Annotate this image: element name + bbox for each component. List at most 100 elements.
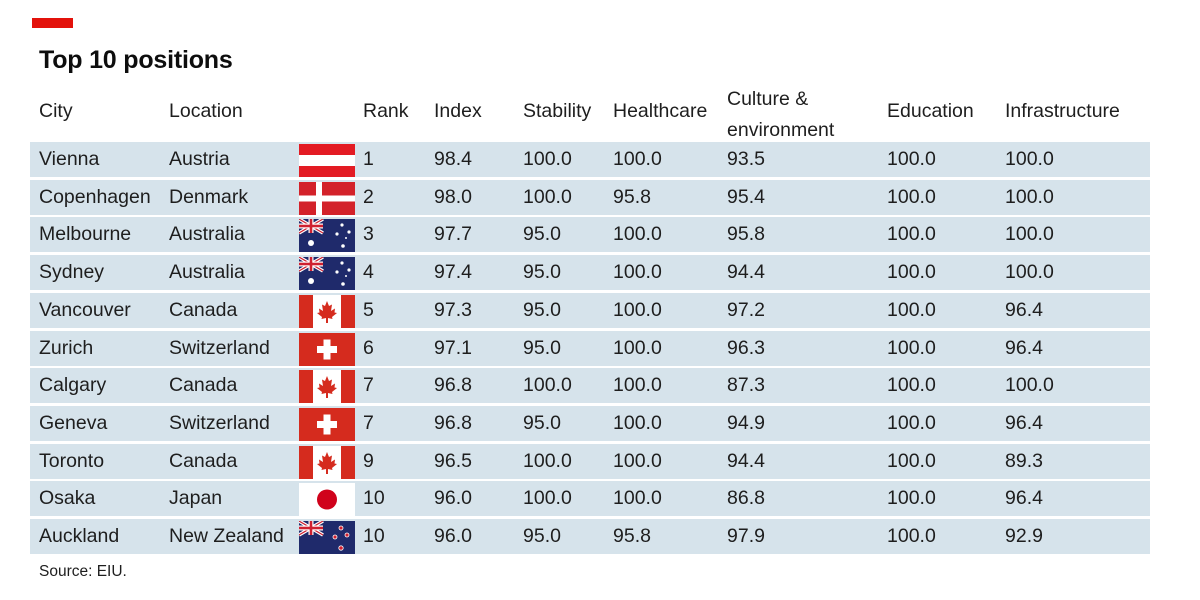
- column-header-culture: Culture & environment: [727, 84, 834, 146]
- cell-education: 100.0: [887, 411, 936, 434]
- cell-culture: 94.9: [727, 411, 765, 434]
- cell-stability: 95.0: [523, 223, 561, 246]
- cell-education: 100.0: [887, 525, 936, 547]
- cell-culture: 95.8: [727, 223, 765, 246]
- cell-culture: 97.9: [727, 525, 765, 547]
- cell-infrastructure: 96.4: [1005, 298, 1043, 321]
- cell-infrastructure: 96.4: [1005, 336, 1043, 359]
- cell-education: 100.0: [887, 261, 936, 284]
- cell-city: Melbourne: [39, 223, 132, 246]
- cell-culture: 93.5: [727, 148, 765, 170]
- column-header-city: City: [39, 100, 73, 122]
- cell-city: Osaka: [39, 487, 96, 510]
- cell-index: 97.1: [434, 336, 472, 359]
- cell-location: Switzerland: [169, 411, 270, 434]
- cell-infrastructure: 100.0: [1005, 223, 1054, 246]
- table-title: Top 10 positions: [39, 46, 233, 74]
- cell-index: 98.4: [434, 148, 472, 170]
- cell-healthcare: 95.8: [613, 525, 651, 547]
- cell-infrastructure: 89.3: [1005, 449, 1043, 472]
- canada-flag-icon: [299, 445, 355, 479]
- source-note: Source: EIU.: [39, 563, 127, 580]
- table-row: Vienna Austria 1 98.4 100.0 100.0 93.5 100.0 100…: [30, 142, 1150, 177]
- cell-infrastructure: 92.9: [1005, 525, 1043, 547]
- cell-index: 97.3: [434, 298, 472, 321]
- cell-index: 98.0: [434, 185, 472, 208]
- cell-stability: 95.0: [523, 525, 561, 547]
- table-row: Osaka Japan 10 96.0 100.0 100.0 86.8 100.0 96.4: [30, 481, 1150, 517]
- cell-city: Copenhagen: [39, 185, 151, 208]
- new-zealand-flag-icon: [299, 521, 355, 554]
- switzerland-flag-icon: [299, 332, 355, 366]
- cell-healthcare: 100.0: [613, 298, 662, 321]
- cell-culture: 97.2: [727, 298, 765, 321]
- cell-city: Vancouver: [39, 298, 131, 321]
- cell-education: 100.0: [887, 223, 936, 246]
- cell-rank: 7: [363, 374, 374, 397]
- cell-stability: 100.0: [523, 148, 572, 170]
- column-header-index: Index: [434, 100, 482, 122]
- cell-education: 100.0: [887, 298, 936, 321]
- cell-location: Denmark: [169, 185, 249, 208]
- cell-rank: 2: [363, 185, 374, 208]
- cell-stability: 95.0: [523, 261, 561, 284]
- table-row: Zurich Switzerland 6 97.1 95.0 100.0 96.3 100.0…: [30, 330, 1150, 366]
- cell-location: Australia: [169, 223, 245, 246]
- cell-location: Canada: [169, 298, 238, 321]
- column-header-location: Location: [169, 100, 243, 122]
- cell-rank: 9: [363, 449, 374, 472]
- cell-culture: 96.3: [727, 336, 765, 359]
- cell-city: Zurich: [39, 336, 94, 359]
- australia-flag-icon: [299, 219, 355, 253]
- column-header-infrastructure: Infrastructure: [1005, 100, 1120, 122]
- cell-index: 97.7: [434, 223, 472, 246]
- table-row: Copenhagen Denmark 2 98.0 100.0 95.8 95.4 100.0…: [30, 179, 1150, 215]
- cell-education: 100.0: [887, 374, 936, 397]
- austria-flag-icon: [299, 144, 355, 177]
- cell-culture: 94.4: [727, 449, 765, 472]
- cell-education: 100.0: [887, 148, 936, 170]
- table-row: Calgary Canada 7 96.8 100.0 100.0 87.3 100.0 100…: [30, 368, 1150, 404]
- table-row: Melbourne Australia 3 97.7 95.0 100.0 95.8 100.…: [30, 217, 1150, 253]
- cell-rank: 10: [363, 487, 385, 510]
- cell-index: 96.8: [434, 374, 472, 397]
- cell-stability: 100.0: [523, 487, 572, 510]
- cell-stability: 95.0: [523, 298, 561, 321]
- column-header-culture-line-1: Culture &: [727, 88, 809, 110]
- cell-healthcare: 100.0: [613, 411, 662, 434]
- table-row: Sydney Australia 4 97.4 95.0 100.0 94.4 100.0 10…: [30, 255, 1150, 291]
- cell-city: Calgary: [39, 374, 107, 397]
- cell-city: Vienna: [39, 148, 100, 170]
- australia-flag-icon: [299, 257, 355, 291]
- cell-rank: 4: [363, 261, 374, 284]
- cell-education: 100.0: [887, 336, 936, 359]
- cell-location: Australia: [169, 261, 245, 284]
- cell-culture: 95.4: [727, 185, 765, 208]
- column-header-rank: Rank: [363, 100, 409, 122]
- cell-location: New Zealand: [169, 525, 284, 547]
- cell-healthcare: 100.0: [613, 487, 662, 510]
- cell-stability: 100.0: [523, 449, 572, 472]
- cell-healthcare: 100.0: [613, 374, 662, 397]
- cell-healthcare: 100.0: [613, 148, 662, 170]
- cell-healthcare: 100.0: [613, 336, 662, 359]
- cell-infrastructure: 96.4: [1005, 411, 1043, 434]
- cell-city: Geneva: [39, 411, 108, 434]
- cell-rank: 3: [363, 223, 374, 246]
- cell-stability: 100.0: [523, 185, 572, 208]
- cell-infrastructure: 100.0: [1005, 374, 1054, 397]
- accent-bar: [32, 18, 73, 28]
- cell-city: Sydney: [39, 261, 105, 284]
- cell-index: 96.8: [434, 411, 472, 434]
- cell-city: Auckland: [39, 525, 120, 547]
- cell-location: Canada: [169, 449, 238, 472]
- cell-location: Austria: [169, 148, 230, 170]
- table-row: Vancouver Canada 5 97.3 95.0 100.0 97.2 100.0 96…: [30, 292, 1150, 328]
- column-header-education: Education: [887, 100, 974, 122]
- table-header: City Location Rank Index Stability Healt…: [30, 82, 1150, 141]
- cell-healthcare: 100.0: [613, 261, 662, 284]
- cell-culture: 86.8: [727, 487, 765, 510]
- cell-infrastructure: 100.0: [1005, 261, 1054, 284]
- cell-index: 96.0: [434, 525, 472, 547]
- japan-flag-icon: [299, 483, 355, 517]
